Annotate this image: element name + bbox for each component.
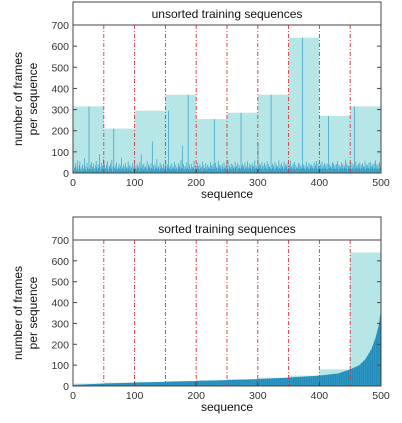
x-tick-label: 200 bbox=[187, 390, 205, 402]
y-tick-label: 700 bbox=[51, 20, 69, 32]
x-tick-label: 300 bbox=[249, 390, 267, 402]
y-tick-label: 200 bbox=[51, 126, 69, 138]
x-tick-label: 500 bbox=[372, 177, 390, 189]
x-tick-label: 0 bbox=[70, 177, 76, 189]
chart-sorted: sorted training sequences 0 100 200 300 400 5… bbox=[11, 216, 390, 414]
plot-frame-sorted bbox=[72, 239, 382, 387]
y-ticks-sorted: 0 100 200 300 400 500 600 700 bbox=[51, 235, 381, 393]
y-tick-label: 200 bbox=[51, 339, 69, 351]
x-axis-label-unsorted: sequence bbox=[201, 187, 253, 201]
sorted-sequence-area bbox=[73, 308, 381, 386]
y-tick-label: 600 bbox=[51, 256, 69, 268]
chart-unsorted: unsorted training sequences 0 100 200 300 40… bbox=[11, 1, 390, 201]
y-tick-label: 300 bbox=[51, 105, 69, 117]
y-tick-label: 300 bbox=[51, 318, 69, 330]
y-tick-label: 0 bbox=[63, 381, 69, 393]
y-tick-label: 500 bbox=[51, 277, 69, 289]
bucket-bar-1 bbox=[73, 106, 104, 173]
x-tick-label: 100 bbox=[126, 177, 144, 189]
y-tick-label: 400 bbox=[51, 83, 69, 95]
x-tick-label: 400 bbox=[311, 177, 329, 189]
marks-sorted bbox=[73, 252, 381, 386]
y-axis-label-unsorted-line2: per sequence bbox=[26, 62, 40, 135]
y-axis-label-sorted-line2: per sequence bbox=[26, 276, 40, 349]
x-tick-label: 400 bbox=[311, 390, 329, 402]
chart-title-sorted: sorted training sequences bbox=[158, 222, 295, 236]
y-tick-label: 100 bbox=[51, 360, 69, 372]
y-tick-label: 0 bbox=[63, 168, 69, 180]
bucket-bar-3 bbox=[134, 110, 166, 173]
y-tick-label: 400 bbox=[51, 298, 69, 310]
x-ticks-unsorted: 0 100 200 300 400 500 bbox=[70, 169, 390, 189]
bucket-bar-4 bbox=[165, 94, 197, 173]
y-axis-label-sorted-line1: number of frames bbox=[11, 266, 25, 360]
y-axis-label-unsorted-line1: number of frames bbox=[11, 52, 25, 146]
x-tick-label: 300 bbox=[249, 177, 267, 189]
dividers-sorted bbox=[103, 240, 351, 386]
x-tick-label: 500 bbox=[372, 390, 390, 402]
dividers-unsorted bbox=[103, 25, 351, 173]
x-tick-label: 100 bbox=[126, 390, 144, 402]
x-tick-label: 200 bbox=[187, 177, 205, 189]
y-tick-label: 100 bbox=[51, 147, 69, 159]
marks-unsorted bbox=[72, 37, 382, 173]
x-axis-label-sorted: sequence bbox=[201, 400, 253, 414]
y-tick-label: 500 bbox=[51, 62, 69, 74]
y-ticks-unsorted: 0 100 200 300 400 500 600 700 bbox=[51, 20, 381, 180]
y-tick-label: 700 bbox=[51, 235, 69, 247]
bucket-bar-7 bbox=[257, 94, 289, 173]
bucket-bar-8 bbox=[288, 37, 320, 173]
bucket-bar-6 bbox=[227, 112, 258, 173]
plot-frame-unsorted bbox=[72, 24, 382, 174]
x-ticks-sorted: 0 100 200 300 400 500 bbox=[70, 382, 390, 402]
x-tick-label: 0 bbox=[70, 390, 76, 402]
chart-title-unsorted: unsorted training sequences bbox=[152, 7, 303, 21]
y-tick-label: 600 bbox=[51, 41, 69, 53]
bucket-bar-10 bbox=[350, 106, 381, 173]
